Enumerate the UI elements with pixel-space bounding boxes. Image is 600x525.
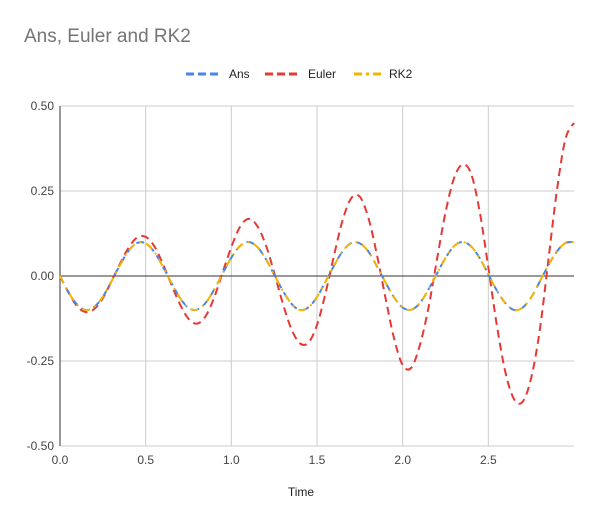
chart-title: Ans, Euler and RK2 xyxy=(24,26,191,47)
x-tick-label: 0.5 xyxy=(137,453,154,467)
legend-swatch-rk2 xyxy=(354,72,382,76)
series-line-euler xyxy=(59,122,575,405)
legend-item-ans[interactable]: Ans xyxy=(186,64,250,84)
legend-swatch-ans xyxy=(186,72,222,76)
x-axis-title: Time xyxy=(288,485,315,499)
y-tick-label: 0.50 xyxy=(31,99,55,113)
x-tick-label: 0.0 xyxy=(52,453,69,467)
x-tick-label: 2.0 xyxy=(394,453,411,467)
series-line-rk2 xyxy=(59,240,575,312)
y-tick-label: -0.50 xyxy=(27,439,55,453)
legend-label-rk2: RK2 xyxy=(389,67,413,81)
legend: Ans Euler RK2 xyxy=(0,64,600,84)
legend-swatch-euler xyxy=(265,72,301,76)
y-tick-label: 0.25 xyxy=(31,184,55,198)
x-tick-label: 1.5 xyxy=(309,453,326,467)
legend-item-euler[interactable]: Euler xyxy=(265,64,336,84)
x-tick-label: 2.5 xyxy=(480,453,497,467)
y-tick-label: 0.00 xyxy=(31,269,55,283)
x-tick-label: 1.0 xyxy=(223,453,240,467)
legend-item-rk2[interactable]: RK2 xyxy=(354,64,412,84)
legend-label-ans: Ans xyxy=(229,67,250,81)
legend-label-euler: Euler xyxy=(308,67,337,81)
y-tick-label: -0.25 xyxy=(27,354,55,368)
